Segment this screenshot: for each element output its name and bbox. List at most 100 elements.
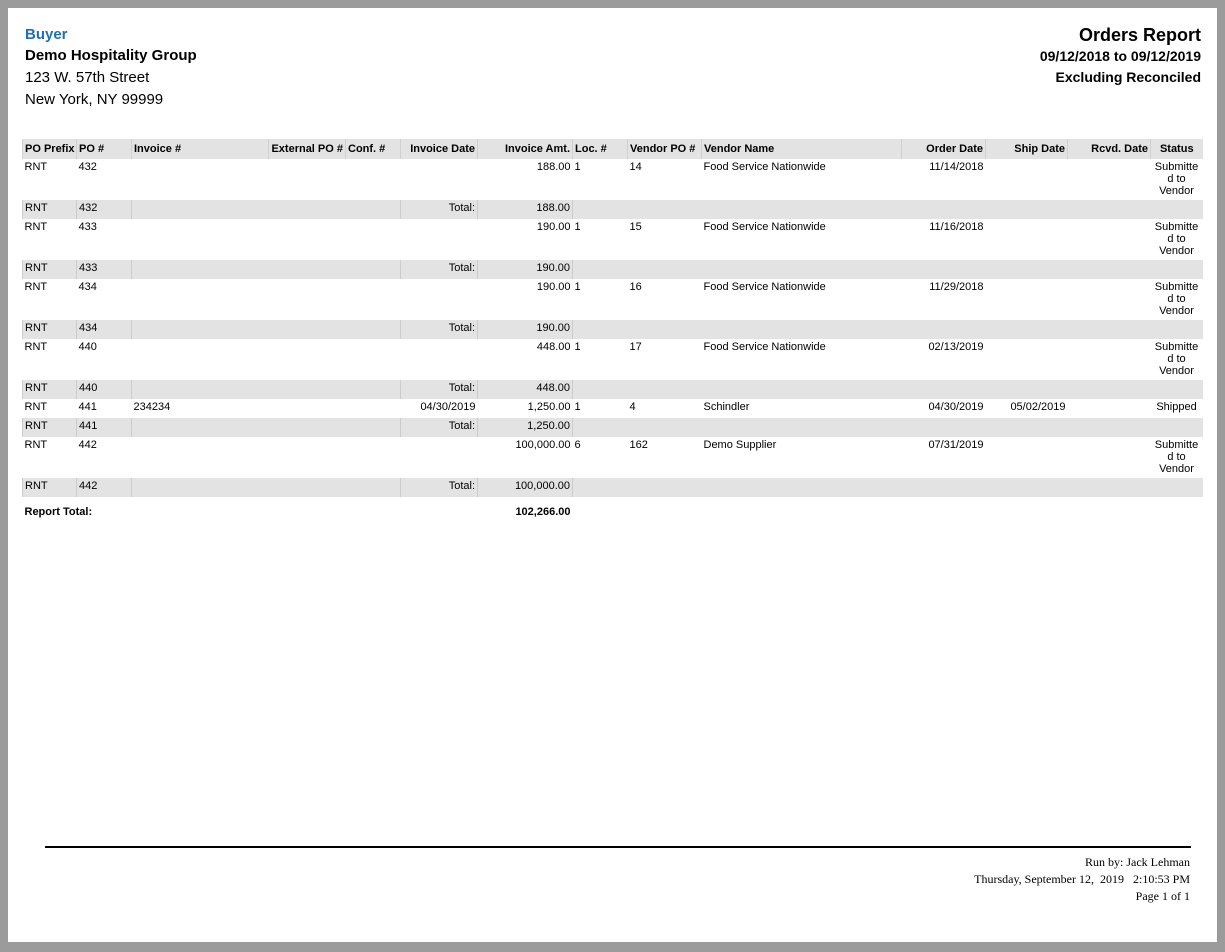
cell-total: 190.00 — [477, 320, 573, 339]
cell-prefix: RNT — [22, 478, 77, 497]
column-header: Invoice Amt. — [477, 139, 573, 159]
cell-status: Submitted to Vendor — [1154, 161, 1199, 197]
cell-ext-po — [269, 437, 346, 478]
cell-status: Submitted to Vendor — [1154, 341, 1199, 377]
cell-order-date: 11/29/2018 — [929, 281, 984, 293]
cell-ship-date — [986, 219, 1068, 260]
cell-status: Submitted to Vendor — [1154, 281, 1199, 317]
cell-ext-po — [269, 399, 346, 418]
cell-vendor: Food Service Nationwide — [703, 161, 826, 173]
cell-loc: 1 — [574, 221, 581, 233]
cell-vendor-po: 16 — [629, 281, 642, 293]
cell-po: 432 — [78, 161, 97, 173]
cell-prefix: RNT — [22, 380, 77, 399]
spacer — [572, 200, 1203, 219]
total-row: RNT 441 Total: 1,250.00 — [22, 418, 1203, 437]
buyer-address-2: New York, NY 99999 — [25, 91, 164, 108]
total-row: RNT 442 Total: 100,000.00 — [22, 478, 1203, 497]
cell-prefix: RNT — [22, 200, 77, 219]
cell-ext-po — [269, 219, 346, 260]
cell-invoice — [132, 339, 269, 380]
column-header: PO Prefix — [22, 139, 77, 159]
spacer — [572, 320, 1203, 339]
cell-order-date: 11/16/2018 — [929, 221, 984, 233]
cell-conf — [346, 159, 401, 200]
total-row: RNT 433 Total: 190.00 — [22, 260, 1203, 279]
column-header: Order Date — [901, 139, 986, 159]
table-header: PO Prefix PO # Invoice # External PO # Conf.… — [22, 139, 1203, 159]
spacer — [131, 260, 401, 279]
total-label: Total: — [400, 478, 478, 497]
table-row: RNT 432 188.00 1 14 Food Service Nationwide 11… — [23, 159, 1203, 200]
spacer — [572, 380, 1203, 399]
cell-amount: 190.00 — [536, 281, 571, 293]
cell-total: 190.00 — [477, 260, 573, 279]
total-label: Total: — [400, 380, 478, 399]
total-label: Total: — [400, 200, 478, 219]
table-row: RNT 434 190.00 1 16 Food Service Nationwide 11… — [23, 279, 1203, 320]
cell-loc: 1 — [574, 161, 581, 173]
spacer — [573, 497, 1203, 530]
cell-ship-date — [986, 279, 1068, 320]
total-label: Total: — [400, 418, 478, 437]
cell-po: 433 — [78, 221, 97, 233]
cell-invoice — [132, 437, 269, 478]
cell-po: 442 — [78, 439, 97, 451]
column-header: External PO # — [268, 139, 346, 159]
column-header: Rcvd. Date — [1067, 139, 1151, 159]
cell-ship-date: 05/02/2019 — [1010, 401, 1066, 413]
spacer — [131, 320, 401, 339]
cell-ship-date — [986, 437, 1068, 478]
buyer-label: Buyer — [25, 26, 68, 43]
column-header: Vendor PO # — [627, 139, 702, 159]
cell-total: 188.00 — [477, 200, 573, 219]
report-date-range: 09/12/2018 to 09/12/2019 — [1039, 48, 1201, 64]
cell-amount: 448.00 — [536, 341, 571, 353]
report-total-label: Report Total: — [24, 506, 93, 518]
cell-vendor: Schindler — [703, 401, 750, 413]
column-header: PO # — [76, 139, 132, 159]
report-total-row: Report Total: 102,266.00 — [23, 497, 1203, 530]
cell-vendor-po: 17 — [629, 341, 642, 353]
buyer-name: Demo Hospitality Group — [25, 47, 197, 64]
cell-invoice: 234234 — [133, 401, 171, 413]
report-filter: Excluding Reconciled — [1055, 69, 1201, 85]
cell-conf — [346, 437, 401, 478]
cell-amount: 188.00 — [536, 161, 571, 173]
spacer — [131, 380, 401, 399]
cell-loc: 1 — [574, 281, 581, 293]
cell-rcvd-date — [1068, 437, 1151, 478]
cell-total: 100,000.00 — [477, 478, 573, 497]
cell-invoice-date: 04/30/2019 — [420, 401, 476, 413]
column-header: Invoice # — [131, 139, 269, 159]
cell-ext-po — [269, 279, 346, 320]
footer-divider — [45, 846, 1191, 848]
total-label: Total: — [400, 260, 478, 279]
cell-loc: 1 — [574, 341, 581, 353]
spacer — [131, 418, 401, 437]
report-page: Buyer Demo Hospitality Group 123 W. 57th… — [8, 8, 1217, 942]
cell-total: 1,250.00 — [477, 418, 573, 437]
cell-po: 441 — [76, 418, 132, 437]
cell-loc: 6 — [574, 439, 581, 451]
cell-rcvd-date — [1068, 399, 1151, 418]
report-total-value: 102,266.00 — [515, 506, 571, 518]
cell-invoice-date — [401, 219, 478, 260]
cell-invoice — [132, 279, 269, 320]
cell-vendor-po: 15 — [629, 221, 642, 233]
cell-conf — [346, 219, 401, 260]
cell-po: 440 — [76, 380, 132, 399]
table-row: RNT 441 234234 04/30/2019 1,250.00 1 4 Schindle… — [23, 399, 1203, 418]
cell-order-date: 04/30/2019 — [928, 401, 984, 413]
cell-total: 448.00 — [477, 380, 573, 399]
buyer-block: Buyer Demo Hospitality Group 123 W. 57th… — [25, 25, 197, 111]
cell-prefix: RNT — [24, 401, 48, 413]
cell-conf — [346, 279, 401, 320]
cell-rcvd-date — [1068, 279, 1151, 320]
cell-vendor-po: 14 — [629, 161, 642, 173]
run-datetime: Thursday, September 12, 2019 2:10:53 PM — [974, 872, 1190, 886]
cell-amount: 100,000.00 — [515, 439, 571, 451]
table-row: RNT 440 448.00 1 17 Food Service Nationwide 02… — [23, 339, 1203, 380]
cell-vendor-po: 4 — [629, 401, 636, 413]
report-title: Orders Report — [1078, 25, 1201, 45]
